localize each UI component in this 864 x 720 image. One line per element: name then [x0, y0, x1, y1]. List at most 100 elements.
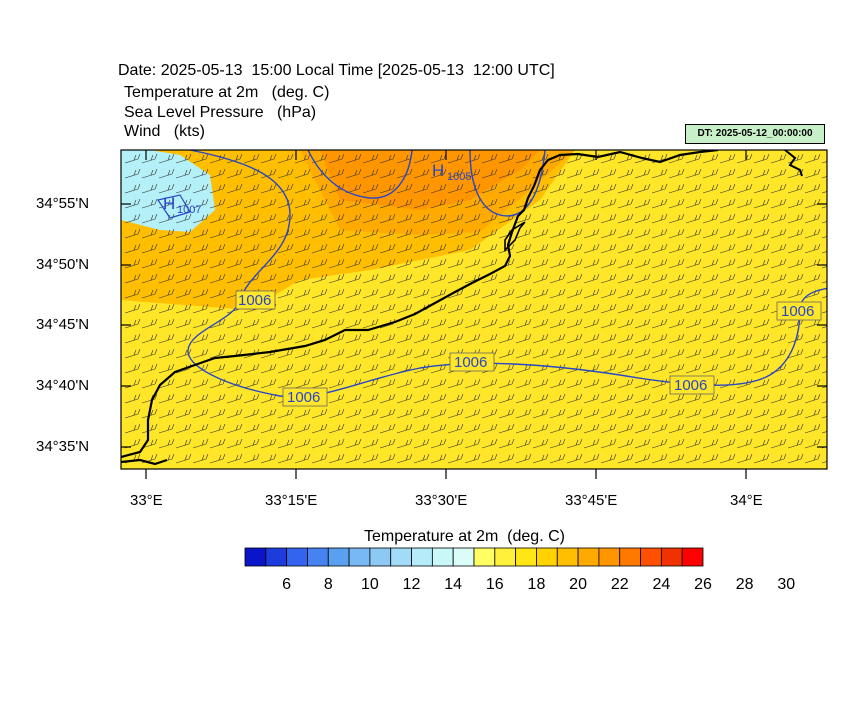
wind-barb [362, 348, 379, 359]
hot-zone [320, 150, 540, 210]
wind-barb [294, 378, 311, 389]
wind-barb [736, 228, 753, 239]
wind-barb [447, 333, 464, 344]
high-left-letter: H [163, 194, 175, 213]
wind-barb [617, 303, 634, 314]
wind-barb [770, 393, 787, 404]
wind-barb [702, 168, 719, 179]
wind-barb [362, 378, 379, 389]
wind-barb [821, 236, 827, 239]
wind-barb [481, 243, 498, 254]
wind-barb [158, 258, 175, 269]
wind-barb [345, 318, 362, 329]
wind-barb [277, 153, 294, 164]
wind-barb [311, 243, 328, 254]
wind-barb [345, 348, 362, 359]
wind-barb [685, 393, 702, 404]
wind-barb [209, 198, 226, 209]
wind-barb [753, 453, 770, 464]
colorbar-swatch [265, 547, 288, 567]
wind-barb [583, 318, 600, 329]
wind-barb [770, 198, 787, 209]
wind-barb [685, 453, 702, 464]
wind-barb [192, 228, 209, 239]
wind-barb [617, 228, 634, 239]
wind-barb [413, 243, 430, 254]
wind-barb [719, 273, 736, 284]
wind-barb [141, 303, 158, 314]
wind-barb [311, 348, 328, 359]
wind-barb [719, 438, 736, 449]
wind-barb [651, 243, 668, 254]
wind-barb [277, 258, 294, 269]
temperature-title: Temperature at 2m (deg. C) [124, 84, 330, 101]
wind-barb [787, 198, 804, 209]
wind-barb [634, 198, 651, 209]
wind-barb [396, 453, 413, 464]
wind-barb [736, 348, 753, 359]
wind-barb [566, 348, 583, 359]
wind-barb [430, 183, 447, 194]
wind-barb [379, 153, 396, 164]
wind-barb [600, 258, 617, 269]
wind-barb [719, 258, 736, 269]
wind-barb [158, 243, 175, 254]
wind-barb [753, 333, 770, 344]
wind-barb [379, 288, 396, 299]
wind-barb [192, 168, 209, 179]
wind-barb [328, 378, 345, 389]
wind-barb [787, 288, 804, 299]
wind-barb [617, 333, 634, 344]
wind-barb [464, 303, 481, 314]
wind-barb [430, 408, 447, 419]
wind-barb [617, 453, 634, 464]
wind-barb [141, 258, 158, 269]
wind-barb [413, 213, 430, 224]
wind-barb [515, 408, 532, 419]
wind-barb [702, 408, 719, 419]
wind-barb [430, 228, 447, 239]
wind-barb [464, 438, 481, 449]
wind-barb [413, 168, 430, 179]
wind-barb [260, 333, 277, 344]
lon-label-1: 33°E [130, 492, 163, 509]
wind-barb [651, 438, 668, 449]
wind-barb [821, 341, 827, 344]
wind-barb [141, 318, 158, 329]
wind-barb [226, 453, 243, 464]
wind-barb [583, 168, 600, 179]
wind-barb [345, 168, 362, 179]
wind-barb [719, 318, 736, 329]
wind-barb [379, 363, 396, 374]
wind-barb [634, 393, 651, 404]
wind-barb [549, 273, 566, 284]
wind-barb [668, 213, 685, 224]
wind-barb [532, 288, 549, 299]
wind-barb [277, 453, 294, 464]
wind-barb [634, 273, 651, 284]
wind-barb [124, 348, 141, 359]
wind-barb [294, 423, 311, 434]
wind-barb [719, 408, 736, 419]
wind-barb [413, 183, 430, 194]
wind-barb [617, 258, 634, 269]
wind-barb [532, 243, 549, 254]
wind-barb [362, 363, 379, 374]
wind-barb [566, 183, 583, 194]
wind-barb [719, 153, 736, 164]
wind-barb [243, 213, 260, 224]
wind-barb [277, 378, 294, 389]
colorbar-swatch [660, 547, 683, 567]
wind-barb [651, 168, 668, 179]
wind-barb [192, 153, 209, 164]
wind-barb [413, 438, 430, 449]
wind-barb [311, 408, 328, 419]
isobar-label-a: 1006 [238, 292, 271, 309]
wind-barb [124, 153, 141, 164]
wind-barb [498, 393, 515, 404]
wind-barb [124, 423, 141, 434]
wind-barb [243, 378, 260, 389]
wind-barb [243, 408, 260, 419]
wind-barb [634, 363, 651, 374]
wind-barb [464, 408, 481, 419]
